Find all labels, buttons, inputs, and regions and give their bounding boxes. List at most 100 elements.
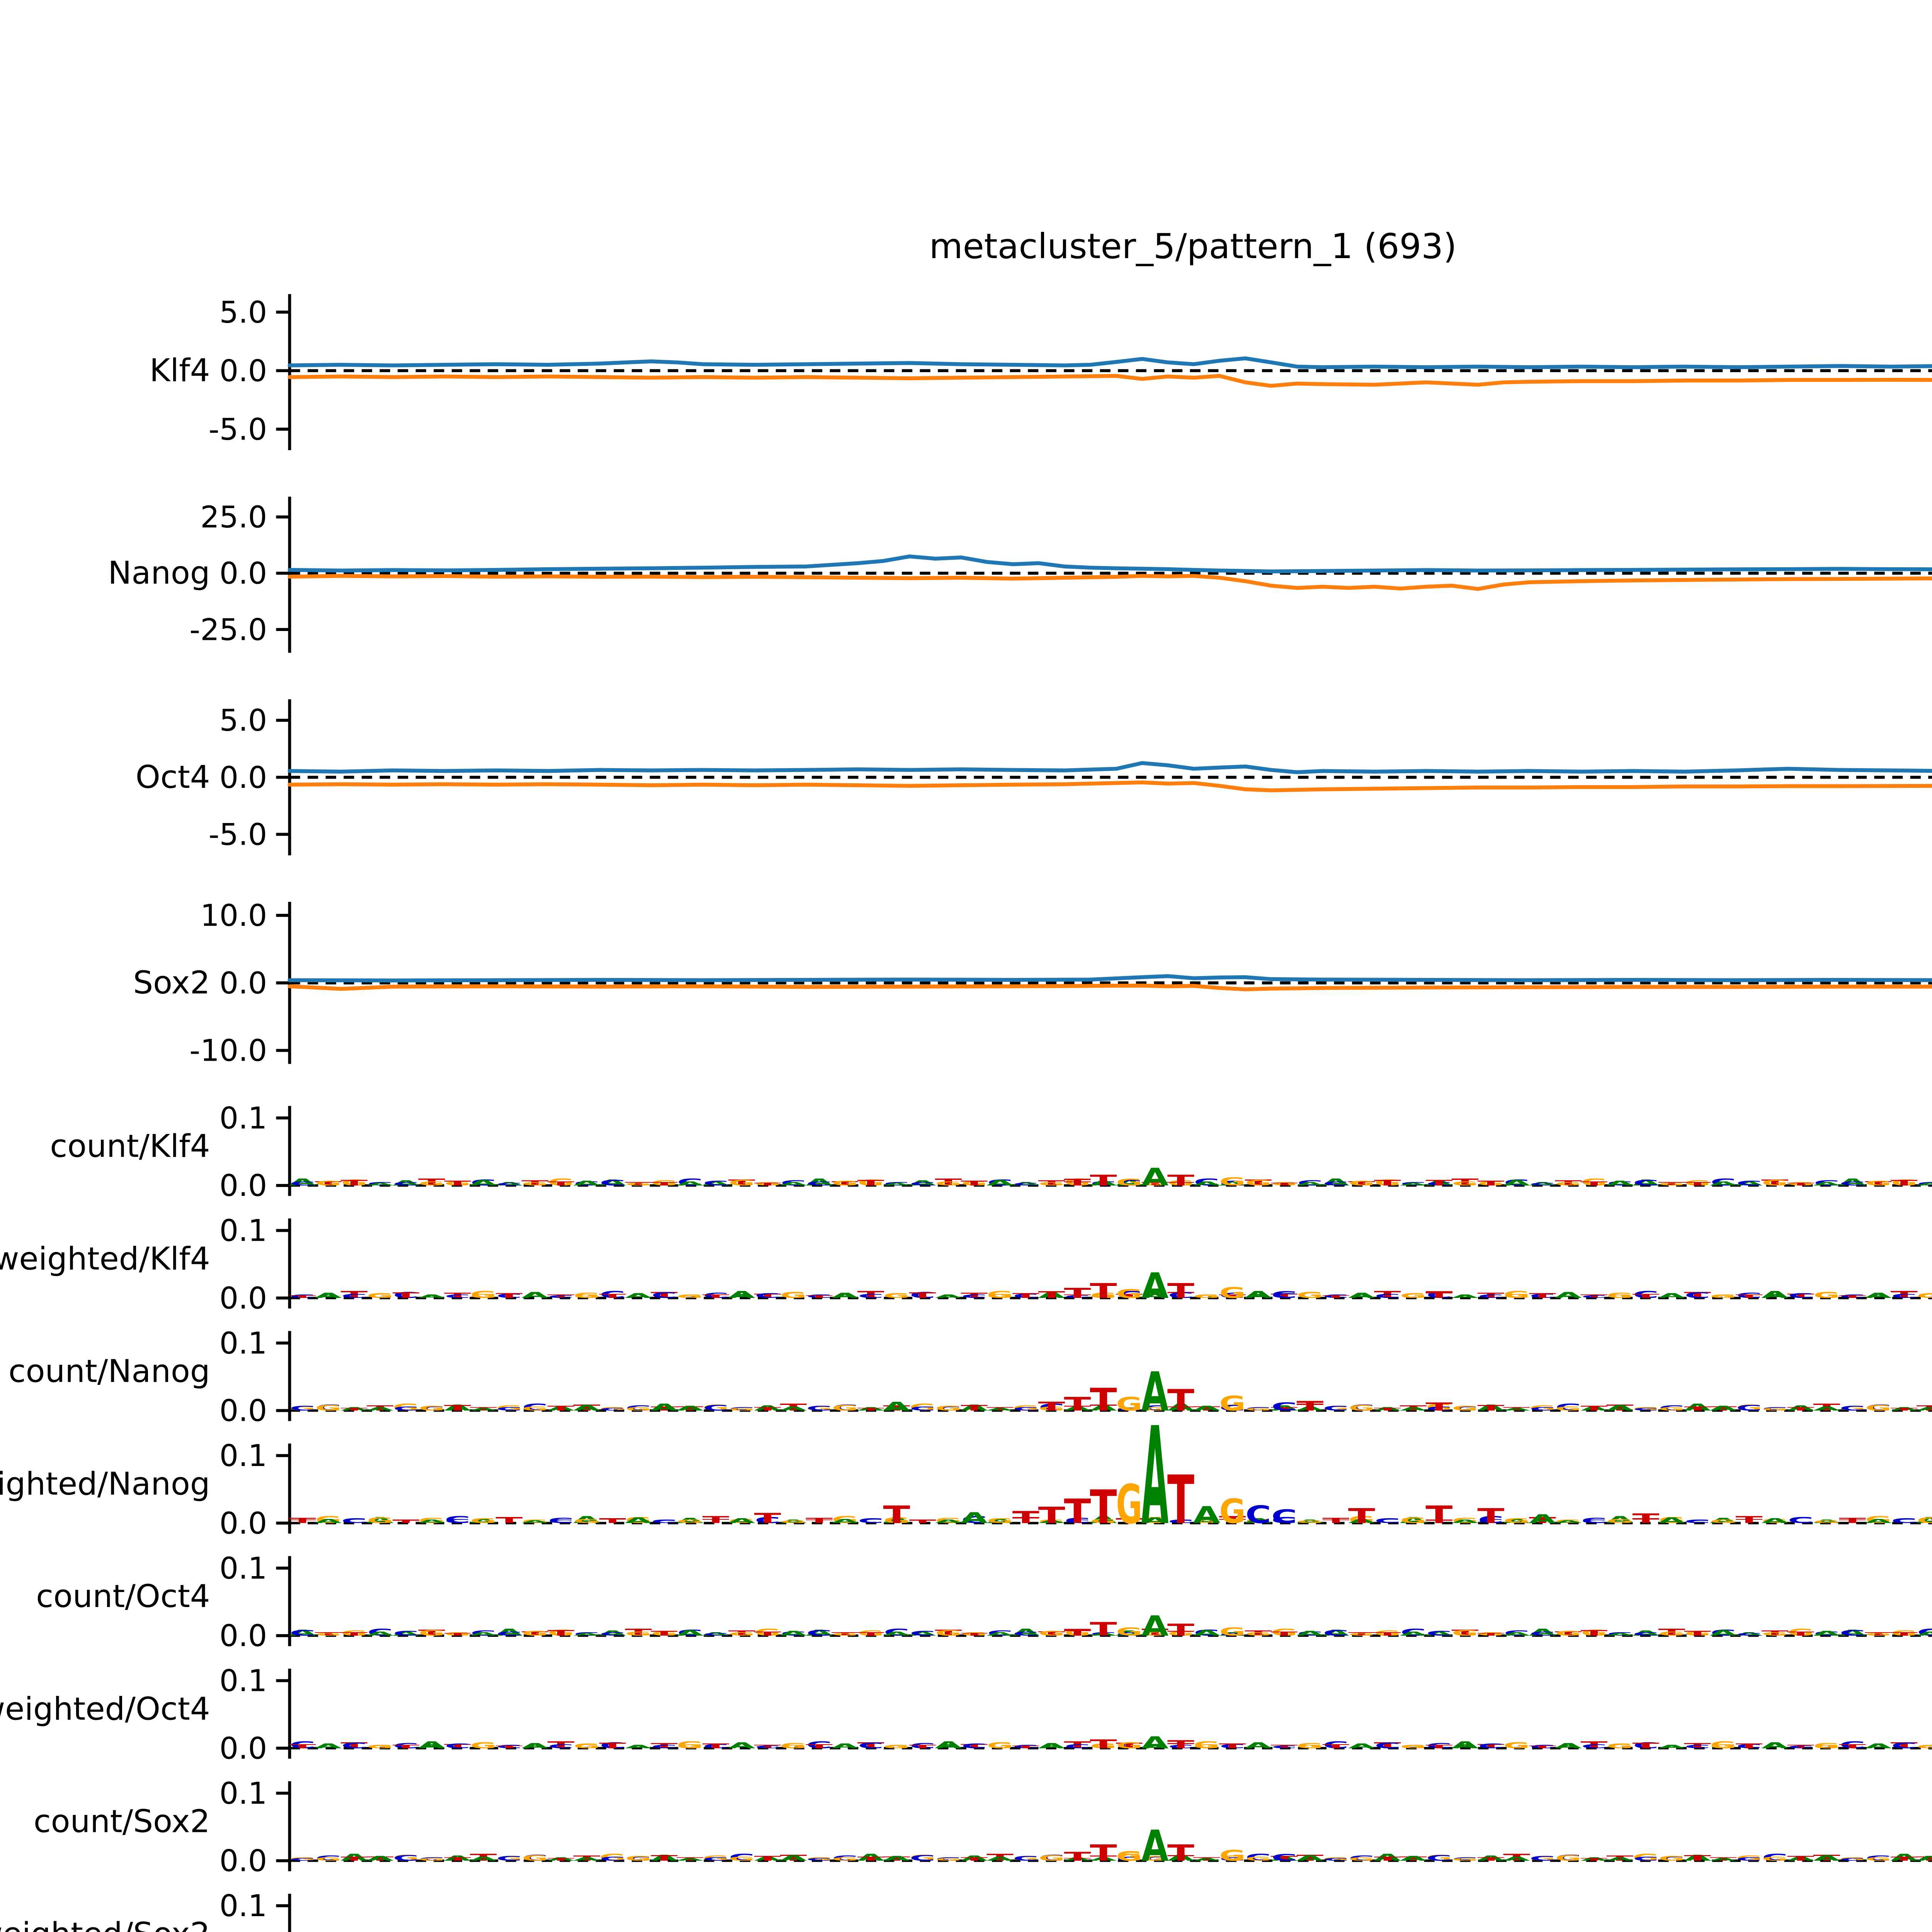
logo-letter-T: T xyxy=(832,1180,859,1187)
logo-letter-G: G xyxy=(1116,1741,1142,1750)
logo-letter-A: A xyxy=(418,1294,445,1299)
logo-letter-G: G xyxy=(1400,1292,1426,1299)
logo-letter-C: C xyxy=(1504,1178,1529,1187)
logo-letter-T: T xyxy=(1710,1405,1737,1412)
logo-letter-T: T xyxy=(1038,1502,1065,1528)
logo-letter-A: A xyxy=(470,1407,497,1412)
logo-letter-A: A xyxy=(1477,1403,1504,1413)
logo-letter-C: C xyxy=(858,1518,883,1524)
logo-letter-C: C xyxy=(1840,1857,1865,1862)
logo-letter-A: A xyxy=(677,1629,704,1637)
logo-letter-C: C xyxy=(522,1402,548,1413)
logo-letter-C: C xyxy=(1736,1857,1762,1862)
logo-letter-G: G xyxy=(729,1631,755,1637)
logo-letter-A: A xyxy=(625,1516,652,1525)
logo-letter-G: G xyxy=(677,1294,703,1299)
y-tick-label: 25.0 xyxy=(200,500,267,535)
logo-letter-T: T xyxy=(1348,1180,1375,1187)
logo-letter-T: T xyxy=(1012,1516,1039,1525)
logo-letter-A: A xyxy=(1245,1289,1272,1300)
logo-letter-C: C xyxy=(703,1180,728,1187)
logo-letter-A: A xyxy=(1865,1742,1892,1750)
logo-letter-G: G xyxy=(1607,1291,1633,1299)
logo-letter-T: T xyxy=(521,1179,548,1187)
logo-letter-G: G xyxy=(780,1291,806,1300)
logo-letter-T: T xyxy=(961,1180,988,1187)
logo-letter-C: C xyxy=(755,1516,780,1525)
logo-letter-A: A xyxy=(315,1518,342,1525)
logo-letter-C: C xyxy=(1452,1405,1478,1412)
logo-letter-C: C xyxy=(961,1518,987,1525)
logo-letter-A: A xyxy=(677,1517,704,1525)
logo-letter-C: C xyxy=(548,1743,573,1750)
logo-letter-A: A xyxy=(1555,1520,1582,1524)
logo-letter-G: G xyxy=(1710,1294,1736,1299)
logo-letter-C: C xyxy=(1555,1402,1581,1413)
panel-sox2: 10.0 0.0 -10.0 Sox2 xyxy=(133,898,1932,1068)
logo-letter-T: T xyxy=(1167,1840,1194,1866)
logo-letter-A: A xyxy=(444,1403,471,1413)
logo-letter-G: G xyxy=(418,1517,445,1525)
logo-letter-T: T xyxy=(1322,1294,1349,1299)
logo-letter-A: A xyxy=(470,1855,497,1862)
logo-letter-C: C xyxy=(1400,1181,1426,1187)
logo-letter-G: G xyxy=(754,1181,781,1187)
logo-letter-C: C xyxy=(600,1289,625,1300)
logo-letter-G: G xyxy=(1116,1625,1142,1638)
logo-letter-C: C xyxy=(1581,1743,1607,1750)
logo-letter-T: T xyxy=(651,1405,678,1412)
logo-letter-G: G xyxy=(935,1629,961,1637)
logo-letter-C: C xyxy=(1065,1294,1090,1299)
logo-letter-T: T xyxy=(548,1294,575,1299)
logo-letter-A: A xyxy=(1348,1294,1375,1299)
logo-letter-G: G xyxy=(1607,1742,1633,1750)
logo-letter-C: C xyxy=(1219,1404,1245,1412)
logo-letter-G: G xyxy=(522,1405,548,1412)
row-label: weighted/Oct4 xyxy=(0,1690,210,1727)
logo-letter-T: T xyxy=(909,1519,936,1524)
logo-letter-T: T xyxy=(392,1519,419,1524)
logo-letter-T: T xyxy=(1761,1178,1789,1187)
logo-letter-A: A xyxy=(1606,1632,1633,1636)
logo-letter-G: G xyxy=(367,1745,393,1749)
logo-letter-A: A xyxy=(1839,1177,1866,1188)
logo-letter-C: C xyxy=(1478,1294,1503,1299)
logo-letter-G: G xyxy=(1142,1182,1168,1186)
logo-letter-G: G xyxy=(1787,1181,1814,1187)
logo-letter-G: G xyxy=(1503,1289,1530,1300)
logo-letter-T: T xyxy=(1090,1840,1117,1866)
logo-letter-A: A xyxy=(1632,1178,1659,1187)
y-tick-label: 0.1 xyxy=(219,1776,267,1811)
logo-letter-C: C xyxy=(1891,1517,1917,1525)
logo-letter-G: G xyxy=(1039,1405,1065,1412)
logo-letter-A: A xyxy=(1917,1855,1932,1862)
logo-letter-T: T xyxy=(1167,1172,1194,1189)
logo-letter-A: A xyxy=(1400,1855,1427,1862)
logo-letter-T: T xyxy=(806,1294,833,1299)
panel-oct4: 5.0 0.0 -5.0 Oct4 xyxy=(136,699,1932,855)
logo-letter-G: G xyxy=(651,1179,677,1187)
logo-letter-G: G xyxy=(987,1742,1013,1750)
logo-letter-A: A xyxy=(1193,1857,1220,1862)
logo-letter-C: C xyxy=(1013,1855,1039,1862)
logo-letter-G: G xyxy=(1297,1744,1323,1749)
logo-letter-T: T xyxy=(1193,1405,1220,1412)
logo-letter-T: T xyxy=(909,1291,936,1300)
logo-letter-T: T xyxy=(1425,1291,1452,1300)
logo-letter-G: G xyxy=(1813,1291,1840,1300)
logo-letter-A: A xyxy=(728,1293,755,1299)
logo-letter-T: T xyxy=(1064,1393,1091,1415)
logo-letter-T: T xyxy=(1270,1406,1298,1412)
logo-letter-A: A xyxy=(1891,1406,1918,1412)
logo-letter-A: A xyxy=(1141,1266,1168,1306)
logo-letter-G: G xyxy=(1219,1175,1246,1188)
logo-letter-T: T xyxy=(289,1743,316,1750)
figure-title: metacluster_5/pattern_1 (693) xyxy=(929,226,1457,267)
logo-letter-G: G xyxy=(1503,1293,1530,1299)
logo-letter-G: G xyxy=(1762,1179,1788,1187)
logo-letter-G: G xyxy=(1839,1405,1866,1412)
logo-letter-A: A xyxy=(909,1179,937,1187)
logo-letter-G: G xyxy=(573,1294,600,1299)
logo-letter-G: G xyxy=(1400,1293,1426,1299)
